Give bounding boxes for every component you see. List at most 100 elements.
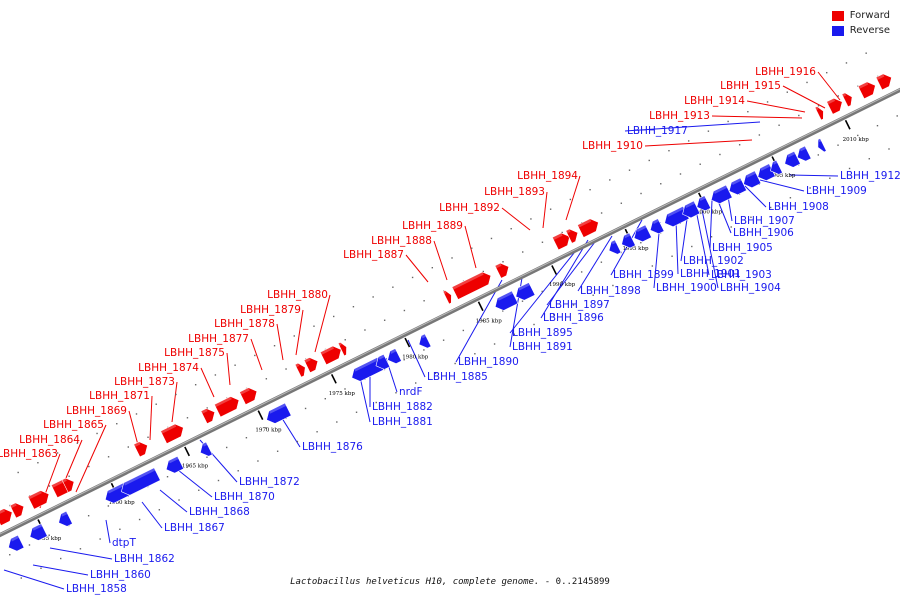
axis-tick-label: 2010 kbp [843, 137, 870, 143]
guide-dots-reverse [876, 124, 879, 127]
guide-dots-forward [699, 163, 701, 165]
axis-tick-label: 1980 kbp [402, 355, 429, 361]
gene-label: LBHH_1905 [712, 242, 773, 254]
gene-label: LBHH_1912 [840, 170, 900, 182]
guide-dots-reverse [107, 505, 110, 507]
gene-label: LBHH_1888 [371, 235, 432, 247]
gene-arrow-rev-28 [817, 137, 827, 153]
guide-dots-lower [237, 470, 239, 472]
guide-dots-lower [60, 557, 62, 560]
guide-dots-upper [431, 267, 434, 269]
guide-dots-forward [423, 300, 425, 302]
guide-dots-upper [234, 364, 236, 366]
axis-tick [844, 119, 851, 130]
gene-label: LBHH_1915 [720, 80, 781, 92]
guide-dots-lower [809, 187, 811, 189]
leader-line [159, 489, 188, 513]
leader-line [509, 247, 579, 334]
gene-label: LBHH_1907 [734, 215, 795, 227]
gene-arrow-fwd-16 [494, 262, 510, 279]
leader-line [250, 338, 263, 371]
guide-dots-upper [372, 296, 374, 298]
gene-label: dtpT [112, 537, 136, 549]
gene-label: LBHH_1881 [372, 416, 433, 428]
guide-dots-lower [750, 216, 752, 218]
leader-line [226, 352, 231, 386]
guide-dots-upper [845, 62, 848, 64]
guide-dots-reverse [896, 115, 898, 117]
gene-label: LBHH_1885 [427, 371, 488, 383]
guide-dots-forward [206, 407, 208, 409]
guide-dots-upper [471, 247, 473, 249]
guide-dots-upper [490, 237, 493, 240]
guide-dots-upper [254, 354, 256, 357]
guide-dots-upper [273, 345, 276, 347]
gene-arrow-fwd-2 [27, 490, 50, 510]
gene-arrow-rev-23 [743, 170, 762, 189]
leader-line [782, 85, 826, 109]
guide-dots-upper [609, 179, 611, 181]
guide-dots-forward [147, 436, 149, 438]
leader-line [699, 199, 719, 289]
gene-arrow-rev-25 [770, 159, 783, 175]
guide-dots-upper [17, 471, 19, 474]
gene-arrow-rev-12 [494, 290, 519, 311]
guide-dots-reverse [462, 329, 465, 332]
guide-dots-lower [631, 275, 634, 277]
gene-label: LBHH_1900 [656, 282, 717, 294]
guide-dots-forward [88, 465, 90, 468]
leader-line [32, 564, 89, 576]
guide-dots-forward [738, 144, 741, 146]
gene-label: LBHH_1865 [43, 419, 104, 431]
guide-dots-forward [107, 456, 110, 458]
axis-tick [404, 337, 411, 348]
guide-dots-lower [395, 392, 397, 394]
leader-line [276, 323, 284, 361]
gene-arrow-fwd-17 [551, 232, 571, 251]
guide-dots-reverse [442, 339, 445, 341]
genome-axis [0, 87, 900, 538]
leader-line [171, 381, 178, 423]
leader-line [744, 185, 767, 208]
gene-arrow-rev-17 [649, 218, 665, 235]
guide-dots-upper [865, 52, 867, 54]
gene-label: LBHH_1858 [66, 583, 127, 595]
guide-dots-reverse [502, 310, 504, 312]
leader-line [711, 115, 803, 119]
gene-label: LBHH_1893 [484, 186, 545, 198]
leader-line [577, 235, 613, 292]
guide-dots-reverse [521, 300, 524, 302]
guide-dots-lower [296, 440, 299, 443]
gene-label: LBHH_1863 [0, 448, 58, 460]
gene-label: LBHH_1910 [582, 140, 643, 152]
guide-dots-reverse [837, 144, 839, 146]
axis-tick [257, 410, 264, 420]
guide-dots-upper [569, 198, 572, 201]
gene-label: LBHH_1867 [164, 522, 225, 534]
gene-labels-layer: LBHH_1863 LBHH_1864 LBHH_1865 LBHH_1869 LBHH… [0, 66, 900, 595]
guide-dots-upper [76, 442, 79, 444]
axis-tick-label: 1990 kbp [549, 282, 576, 288]
guide-dots-upper [37, 462, 39, 464]
guide-dots-forward [502, 261, 504, 263]
guide-dots-upper [530, 218, 532, 220]
guide-dots-upper [194, 384, 197, 386]
guide-dots-forward [679, 173, 682, 175]
guide-dots-reverse [9, 554, 11, 556]
guide-dots-upper [116, 423, 118, 425]
gene-arrow-fwd-24 [875, 73, 892, 91]
guide-dots-reverse [561, 280, 563, 283]
guide-dots-lower [20, 577, 22, 579]
gene-arrow-fwd-7 [200, 408, 216, 425]
guide-dots-forward [68, 475, 70, 477]
guide-dots-forward [620, 202, 623, 204]
gene-arrow-fwd-19 [576, 218, 599, 238]
guide-dots-forward [541, 241, 544, 243]
guide-dots-lower [178, 499, 180, 501]
axis-tick-label: 1955 kbp [35, 536, 62, 542]
axis-tick-label: 1970 kbp [255, 427, 282, 433]
gene-label: LBHH_1906 [733, 227, 794, 239]
guide-dots-lower [789, 197, 792, 199]
gene-arrow-fwd-9 [239, 387, 258, 406]
guide-dots-forward [719, 153, 721, 156]
